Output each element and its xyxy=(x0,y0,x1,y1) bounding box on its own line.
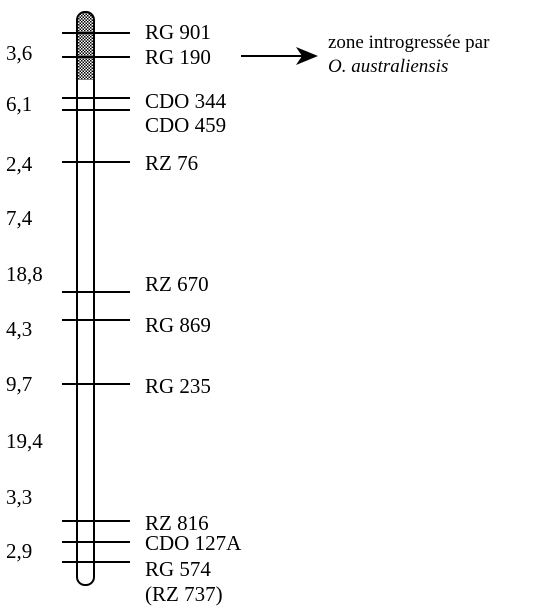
marker-label: RG 235 xyxy=(145,374,211,398)
distance-label: 6,1 xyxy=(6,92,33,116)
marker-label: RZ 670 xyxy=(145,272,209,296)
marker-ticks xyxy=(62,32,130,563)
distance-label: 3,3 xyxy=(6,485,33,509)
marker-label: CDO 459 xyxy=(145,113,227,137)
marker-label: RG 190 xyxy=(145,45,211,69)
distance-label: 2,4 xyxy=(6,152,33,176)
marker-label: RG 869 xyxy=(145,313,211,337)
marker-label: (RZ 737) xyxy=(145,582,223,606)
marker-label: CDO 127A xyxy=(145,531,242,555)
marker-label: RG 574 xyxy=(145,557,211,581)
distance-label: 3,6 xyxy=(6,41,33,65)
introgression-zone xyxy=(77,12,94,80)
chromosome-bar xyxy=(76,11,95,586)
distance-label: 4,3 xyxy=(6,317,33,341)
distance-label: 18,8 xyxy=(6,262,43,286)
annotation-line-2: O. australiensis xyxy=(328,56,449,77)
distance-label: 9,7 xyxy=(6,372,33,396)
marker-label: RZ 816 xyxy=(145,511,209,535)
distance-label: 19,4 xyxy=(6,429,43,453)
marker-label: CDO 344 xyxy=(145,89,227,113)
distance-label: 7,4 xyxy=(6,206,33,230)
annotation-line-1: zone introgressée par xyxy=(328,32,490,53)
arrow-icon xyxy=(241,47,318,65)
marker-label: RZ 76 xyxy=(145,151,199,175)
marker-label: RG 901 xyxy=(145,20,211,44)
distance-label: 2,9 xyxy=(6,539,33,563)
